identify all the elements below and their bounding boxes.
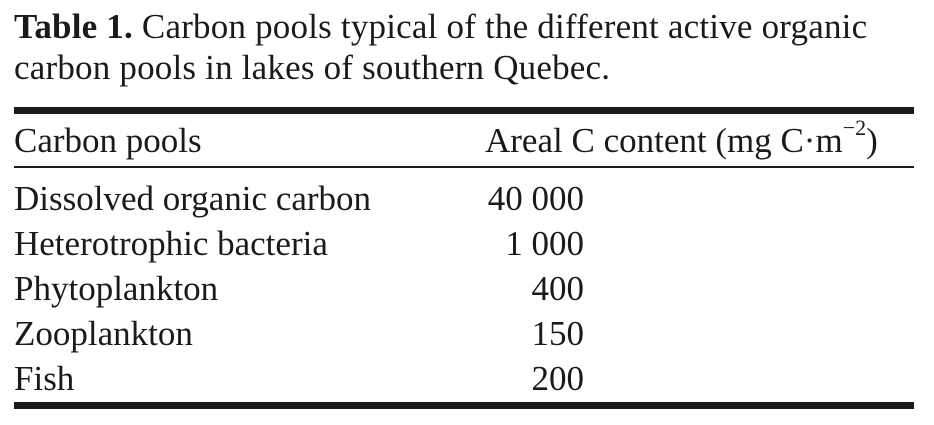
- column-header-areal-c-content: Areal C content (mg C·m−2): [485, 117, 878, 162]
- carbon-pool-name: Phytoplankton: [14, 269, 219, 308]
- table-row: Heterotrophic bacteria 1 000: [14, 221, 914, 266]
- table-row: Zooplankton 150: [14, 311, 914, 356]
- table-row: Dissolved organic carbon 40 000: [14, 176, 914, 221]
- areal-c-content-value: 1 000: [505, 224, 584, 263]
- areal-c-content-value: 400: [531, 269, 585, 308]
- header-divider-rule: [14, 166, 914, 168]
- carbon-pool-name: Dissolved organic carbon: [14, 179, 372, 218]
- table-top-rule: [14, 107, 914, 114]
- carbon-pool-name: Zooplankton: [14, 314, 193, 353]
- table-header-row: Carbon pools Areal C content (mg C·m−2): [14, 117, 914, 162]
- carbon-pool-name: Heterotrophic bacteria: [14, 224, 328, 263]
- areal-c-content-value: 40 000: [487, 179, 584, 218]
- areal-c-content-value: 150: [531, 314, 585, 353]
- caption-label: Table 1.: [14, 7, 133, 46]
- column-header-exponent: −2: [842, 115, 867, 141]
- column-header-areal-main: Areal C content (mg C·m: [485, 121, 843, 160]
- caption-text: Carbon pools typical of the different ac…: [14, 7, 868, 87]
- table-row: Phytoplankton 400: [14, 266, 914, 311]
- table-row: Fish 200: [14, 356, 914, 401]
- column-header-close: ): [866, 121, 878, 160]
- table-caption: Table 1. Carbon pools typical of the dif…: [14, 6, 914, 88]
- table-body: Dissolved organic carbon 40 000 Heterotr…: [14, 176, 914, 401]
- areal-c-content-value: 200: [531, 359, 585, 398]
- column-header-carbon-pools: Carbon pools: [14, 121, 202, 160]
- table-bottom-rule: [14, 402, 914, 409]
- carbon-pool-name: Fish: [14, 359, 75, 398]
